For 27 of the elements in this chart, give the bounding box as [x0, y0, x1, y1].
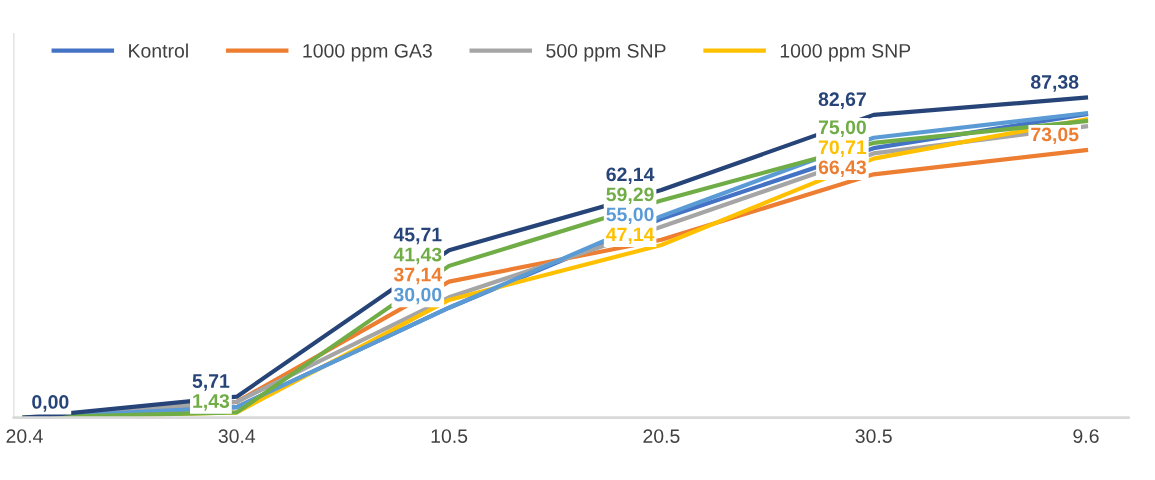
x-tick-label: 9.6 — [1073, 429, 1099, 443]
data-label: 0,00 — [32, 395, 69, 412]
data-label: 70,71 — [818, 140, 867, 157]
data-label: 75,00 — [818, 120, 866, 137]
data-label: 1,43 — [193, 394, 230, 411]
data-label: 55,00 — [606, 207, 654, 225]
legend-label: Kontrol — [129, 43, 188, 58]
data-label: 5,71 — [192, 374, 230, 391]
x-tick-label: 30.4 — [218, 429, 256, 443]
legend-label: 1000 ppm GA3 — [303, 43, 432, 62]
data-label: 30,00 — [393, 287, 442, 305]
x-tick-label: 10.5 — [431, 429, 468, 443]
x-tick-label: 20.5 — [643, 429, 680, 443]
data-label: 73,05 — [1031, 127, 1079, 145]
legend-label: 1000 ppm SNP — [780, 43, 911, 62]
data-label: 37,14 — [393, 267, 443, 285]
data-label: 59,29 — [606, 187, 654, 205]
data-label: 87,38 — [1030, 75, 1079, 92]
x-tick-label: 20.4 — [6, 429, 43, 443]
data-label: 47,14 — [606, 227, 655, 245]
legend-label: 500 ppm SNP — [546, 43, 666, 62]
data-label: 82,67 — [818, 92, 866, 109]
data-label: 62,14 — [606, 167, 655, 185]
data-label: 41,43 — [393, 247, 442, 265]
data-label: 66,43 — [818, 160, 867, 177]
x-tick-label: 30.5 — [855, 429, 892, 443]
data-label: 45,71 — [393, 227, 442, 245]
